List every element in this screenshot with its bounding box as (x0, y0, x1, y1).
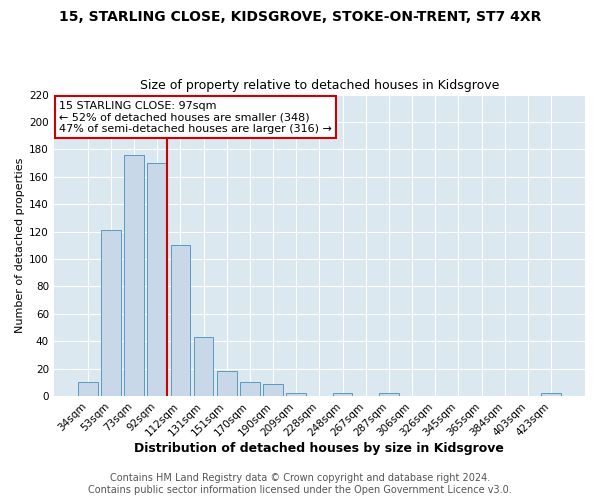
Text: 15 STARLING CLOSE: 97sqm
← 52% of detached houses are smaller (348)
47% of semi-: 15 STARLING CLOSE: 97sqm ← 52% of detach… (59, 100, 332, 134)
Bar (101, 230, 121, 396)
Bar (170, 246, 190, 396)
Y-axis label: Number of detached properties: Number of detached properties (15, 158, 25, 333)
Title: Size of property relative to detached houses in Kidsgrove: Size of property relative to detached ho… (140, 79, 499, 92)
Bar (263, 384, 283, 396)
Bar (333, 394, 352, 396)
Bar (379, 394, 399, 396)
Text: Contains HM Land Registry data © Crown copyright and database right 2024.
Contai: Contains HM Land Registry data © Crown c… (88, 474, 512, 495)
Text: 15, STARLING CLOSE, KIDSGROVE, STOKE-ON-TRENT, ST7 4XR: 15, STARLING CLOSE, KIDSGROVE, STOKE-ON-… (59, 10, 541, 24)
Bar (240, 382, 260, 396)
X-axis label: Distribution of detached houses by size in Kidsgrove: Distribution of detached houses by size … (134, 442, 505, 455)
Bar (217, 372, 236, 396)
Bar (286, 394, 306, 396)
Bar (148, 163, 167, 396)
Bar (194, 337, 214, 396)
Bar (541, 394, 561, 396)
Bar (78, 382, 98, 396)
Bar (124, 155, 144, 396)
